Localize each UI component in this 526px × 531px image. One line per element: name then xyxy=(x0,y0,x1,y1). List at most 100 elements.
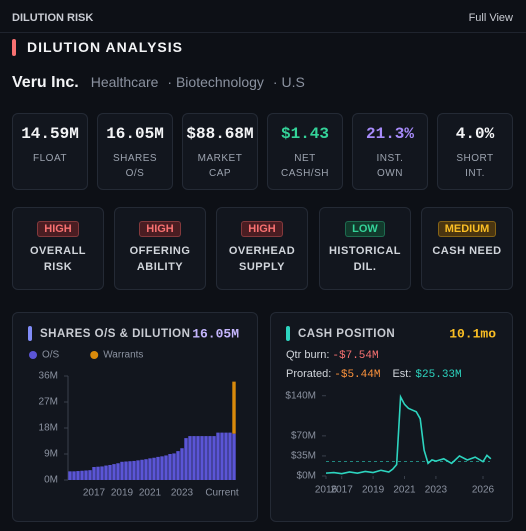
y-tick-label: $70M xyxy=(291,431,316,442)
est-label: Est: xyxy=(392,368,411,380)
bar xyxy=(124,461,128,480)
bar xyxy=(192,436,196,480)
bar xyxy=(88,470,92,480)
bar xyxy=(160,456,164,480)
y-tick-label: $140M xyxy=(285,390,316,401)
chart-headline: 16.05M xyxy=(192,326,239,341)
bar xyxy=(152,457,156,480)
bar xyxy=(136,460,140,480)
stat-card: $88.68M MARKET CAP xyxy=(182,113,258,190)
stat-value: 4.0% xyxy=(455,125,495,143)
x-tick-label: 2023 xyxy=(171,488,194,499)
bar xyxy=(224,432,228,480)
y-tick-label: 36M xyxy=(39,371,58,382)
risk-label: OVERHEAD SUPPLY xyxy=(228,245,296,273)
bar xyxy=(204,436,208,480)
chart-accent xyxy=(286,326,290,341)
company-tags: Healthcare · Biotechnology · U.S xyxy=(91,74,314,92)
bar xyxy=(148,458,152,480)
bar xyxy=(180,448,184,480)
risk-badge: MEDIUM xyxy=(437,221,497,237)
y-tick-label: 27M xyxy=(39,397,58,408)
bar xyxy=(164,455,168,480)
bar xyxy=(72,471,76,480)
legend-swatch xyxy=(90,351,99,359)
stat-value: 21.3% xyxy=(365,125,414,143)
chart-title: SHARES O/S & DILUTION xyxy=(40,328,190,340)
bar xyxy=(176,451,180,480)
bar xyxy=(76,471,80,480)
risk-card: HIGH OFFERING ABILITY xyxy=(114,207,206,290)
bar xyxy=(232,433,236,480)
bar xyxy=(80,470,84,480)
bar xyxy=(232,381,236,434)
bar xyxy=(156,456,160,480)
x-tick-label: 2023 xyxy=(425,485,448,496)
stat-card: $1.43 NET CASH/SH xyxy=(267,113,343,190)
stat-card: 4.0% SHORT INT. xyxy=(437,113,513,190)
risk-card: LOW HISTORICAL DIL. xyxy=(319,207,411,290)
line xyxy=(325,393,492,475)
bar xyxy=(172,453,176,480)
risk-card: HIGH OVERHEAD SUPPLY xyxy=(216,207,308,290)
bar xyxy=(92,467,96,480)
x-tick-label: 2019 xyxy=(111,488,134,499)
header-title: DILUTION RISK xyxy=(12,12,94,24)
bar xyxy=(112,464,116,480)
company-name: Veru Inc. xyxy=(12,74,79,91)
bar xyxy=(188,436,192,480)
x-tick-label: 2021 xyxy=(139,488,162,499)
bar xyxy=(96,466,100,480)
bar xyxy=(68,471,72,480)
info-value: -$5.44M xyxy=(334,369,380,381)
x-tick-label: 2017 xyxy=(83,488,106,499)
risk-label: HISTORICAL DIL. xyxy=(328,245,402,273)
chart-title: CASH POSITION xyxy=(298,328,395,340)
company-tag: · U.S xyxy=(272,74,305,90)
section-title: DILUTION ANALYSIS xyxy=(27,39,183,55)
legend-label: Warrants xyxy=(103,350,143,361)
x-tick-label: 2017 xyxy=(331,485,354,496)
chart-headline: 10.1mo xyxy=(449,326,496,341)
risk-badge: HIGH xyxy=(139,221,181,237)
info-label: Qtr burn: xyxy=(286,349,329,361)
bar xyxy=(116,463,120,480)
stat-value: 14.59M xyxy=(21,125,79,143)
stat-label: SHARES O/S xyxy=(112,153,158,179)
bar xyxy=(140,459,144,480)
stat-value: $1.43 xyxy=(280,125,329,143)
risk-card: MEDIUM CASH NEED xyxy=(421,207,513,290)
bar xyxy=(84,470,88,480)
cash-chart: CASH POSITION 10.1mo Qtr burn: -$7.54MProra… xyxy=(285,326,496,496)
bar xyxy=(228,432,232,480)
stat-value: $88.68M xyxy=(186,125,254,143)
risk-badge: HIGH xyxy=(37,221,79,237)
stat-label: MARKET CAP xyxy=(197,153,243,179)
bar xyxy=(104,465,108,480)
chart-accent xyxy=(28,326,32,341)
section-accent xyxy=(12,39,16,56)
cash-panel xyxy=(270,312,513,522)
company-tag: Healthcare xyxy=(90,74,159,90)
stat-label: INST. OWN xyxy=(376,153,404,179)
y-tick-label: 9M xyxy=(44,449,58,460)
shares-chart: SHARES O/S & DILUTION 16.05M O/S Warrants 0M… xyxy=(28,326,239,499)
bar xyxy=(100,466,104,480)
x-tick-label: Current xyxy=(205,488,239,499)
full-view-link[interactable]: Full View xyxy=(468,12,513,24)
bar xyxy=(196,436,200,480)
y-tick-label: 0M xyxy=(44,475,58,486)
company-tag: · Biotechnology xyxy=(167,74,264,90)
stat-card: 21.3% INST. OWN xyxy=(352,113,428,190)
stat-label: NET CASH/SH xyxy=(281,153,329,179)
bar xyxy=(208,436,212,480)
y-tick-label: $0M xyxy=(297,471,316,482)
x-tick-label: 2019 xyxy=(362,485,385,496)
x-tick-label: 2021 xyxy=(393,485,416,496)
bar xyxy=(212,436,216,480)
bar xyxy=(168,454,172,480)
info-value: -$7.54M xyxy=(332,350,378,362)
stat-card: 16.05M SHARES O/S xyxy=(97,113,173,190)
stat-label: FLOAT xyxy=(33,153,67,164)
